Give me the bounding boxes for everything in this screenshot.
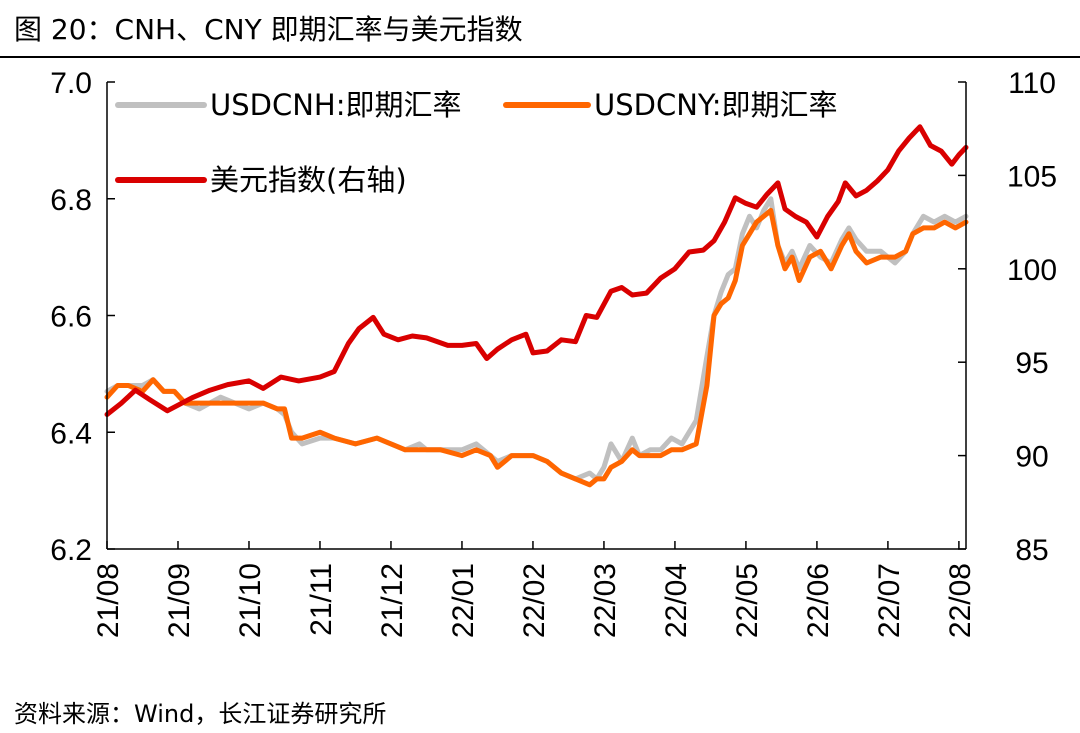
left-y-tick-label: 7.0 bbox=[50, 67, 92, 100]
x-tick-label: 22/05 bbox=[731, 563, 764, 638]
right-y-tick-label: 100 bbox=[1007, 254, 1057, 287]
x-tick-label: 22/03 bbox=[589, 563, 622, 638]
x-tick-label: 21/09 bbox=[163, 563, 196, 638]
title-rule bbox=[0, 56, 1080, 58]
x-tick-label: 22/08 bbox=[944, 563, 977, 638]
axes-layer: 6.2 6.4 6.6 6.8 7.0 85 90 95 100 105 110 21/08 21/09… bbox=[50, 67, 1057, 638]
x-tick-label: 22/06 bbox=[802, 563, 835, 638]
x-tick-label: 21/10 bbox=[234, 563, 267, 638]
legend-label: 美元指数(右轴) bbox=[210, 163, 407, 197]
series-line-usdcnh bbox=[104, 196, 969, 482]
x-tick-label: 22/04 bbox=[660, 563, 693, 638]
legend-label: USDCNH:即期汇率 bbox=[210, 88, 462, 122]
right-y-tick-label: 95 bbox=[1015, 347, 1048, 380]
x-tick-label: 21/11 bbox=[305, 563, 338, 636]
left-y-tick-label: 6.8 bbox=[50, 184, 92, 217]
x-tick-label: 21/12 bbox=[376, 563, 409, 638]
x-tick-label: 22/07 bbox=[873, 563, 906, 638]
series-line-dxy bbox=[104, 124, 969, 417]
source-note: 资料来源：Wind，长江证券研究所 bbox=[14, 700, 387, 728]
legend-item-dxy: 美元指数(右轴) bbox=[115, 163, 407, 197]
left-y-tick-label: 6.6 bbox=[50, 301, 92, 334]
right-y-tick-label: 105 bbox=[1007, 160, 1057, 193]
x-tick-label: 22/02 bbox=[518, 563, 551, 638]
chart-title: 图 20：CNH、CNY 即期汇率与美元指数 bbox=[14, 13, 523, 46]
legend-label: USDCNY:即期汇率 bbox=[594, 88, 838, 122]
x-tick-label: 21/08 bbox=[92, 563, 125, 638]
legend-item-usdcnh: USDCNH:即期汇率 bbox=[115, 88, 462, 122]
right-y-tick-label: 85 bbox=[1015, 534, 1048, 567]
right-y-tick-label: 90 bbox=[1015, 441, 1048, 474]
x-tick-label: 22/01 bbox=[447, 563, 480, 638]
legend-item-usdcny: USDCNY:即期汇率 bbox=[503, 88, 838, 122]
right-y-tick-label: 110 bbox=[1008, 67, 1056, 100]
left-y-tick-label: 6.4 bbox=[50, 417, 92, 450]
series-line-usdcny bbox=[104, 207, 969, 488]
left-y-tick-label: 6.2 bbox=[50, 534, 92, 567]
dual-axis-line-chart: 6.2 6.4 6.6 6.8 7.0 85 90 95 100 105 110 21/08 21/09… bbox=[50, 67, 1057, 638]
series-layer bbox=[104, 124, 969, 488]
